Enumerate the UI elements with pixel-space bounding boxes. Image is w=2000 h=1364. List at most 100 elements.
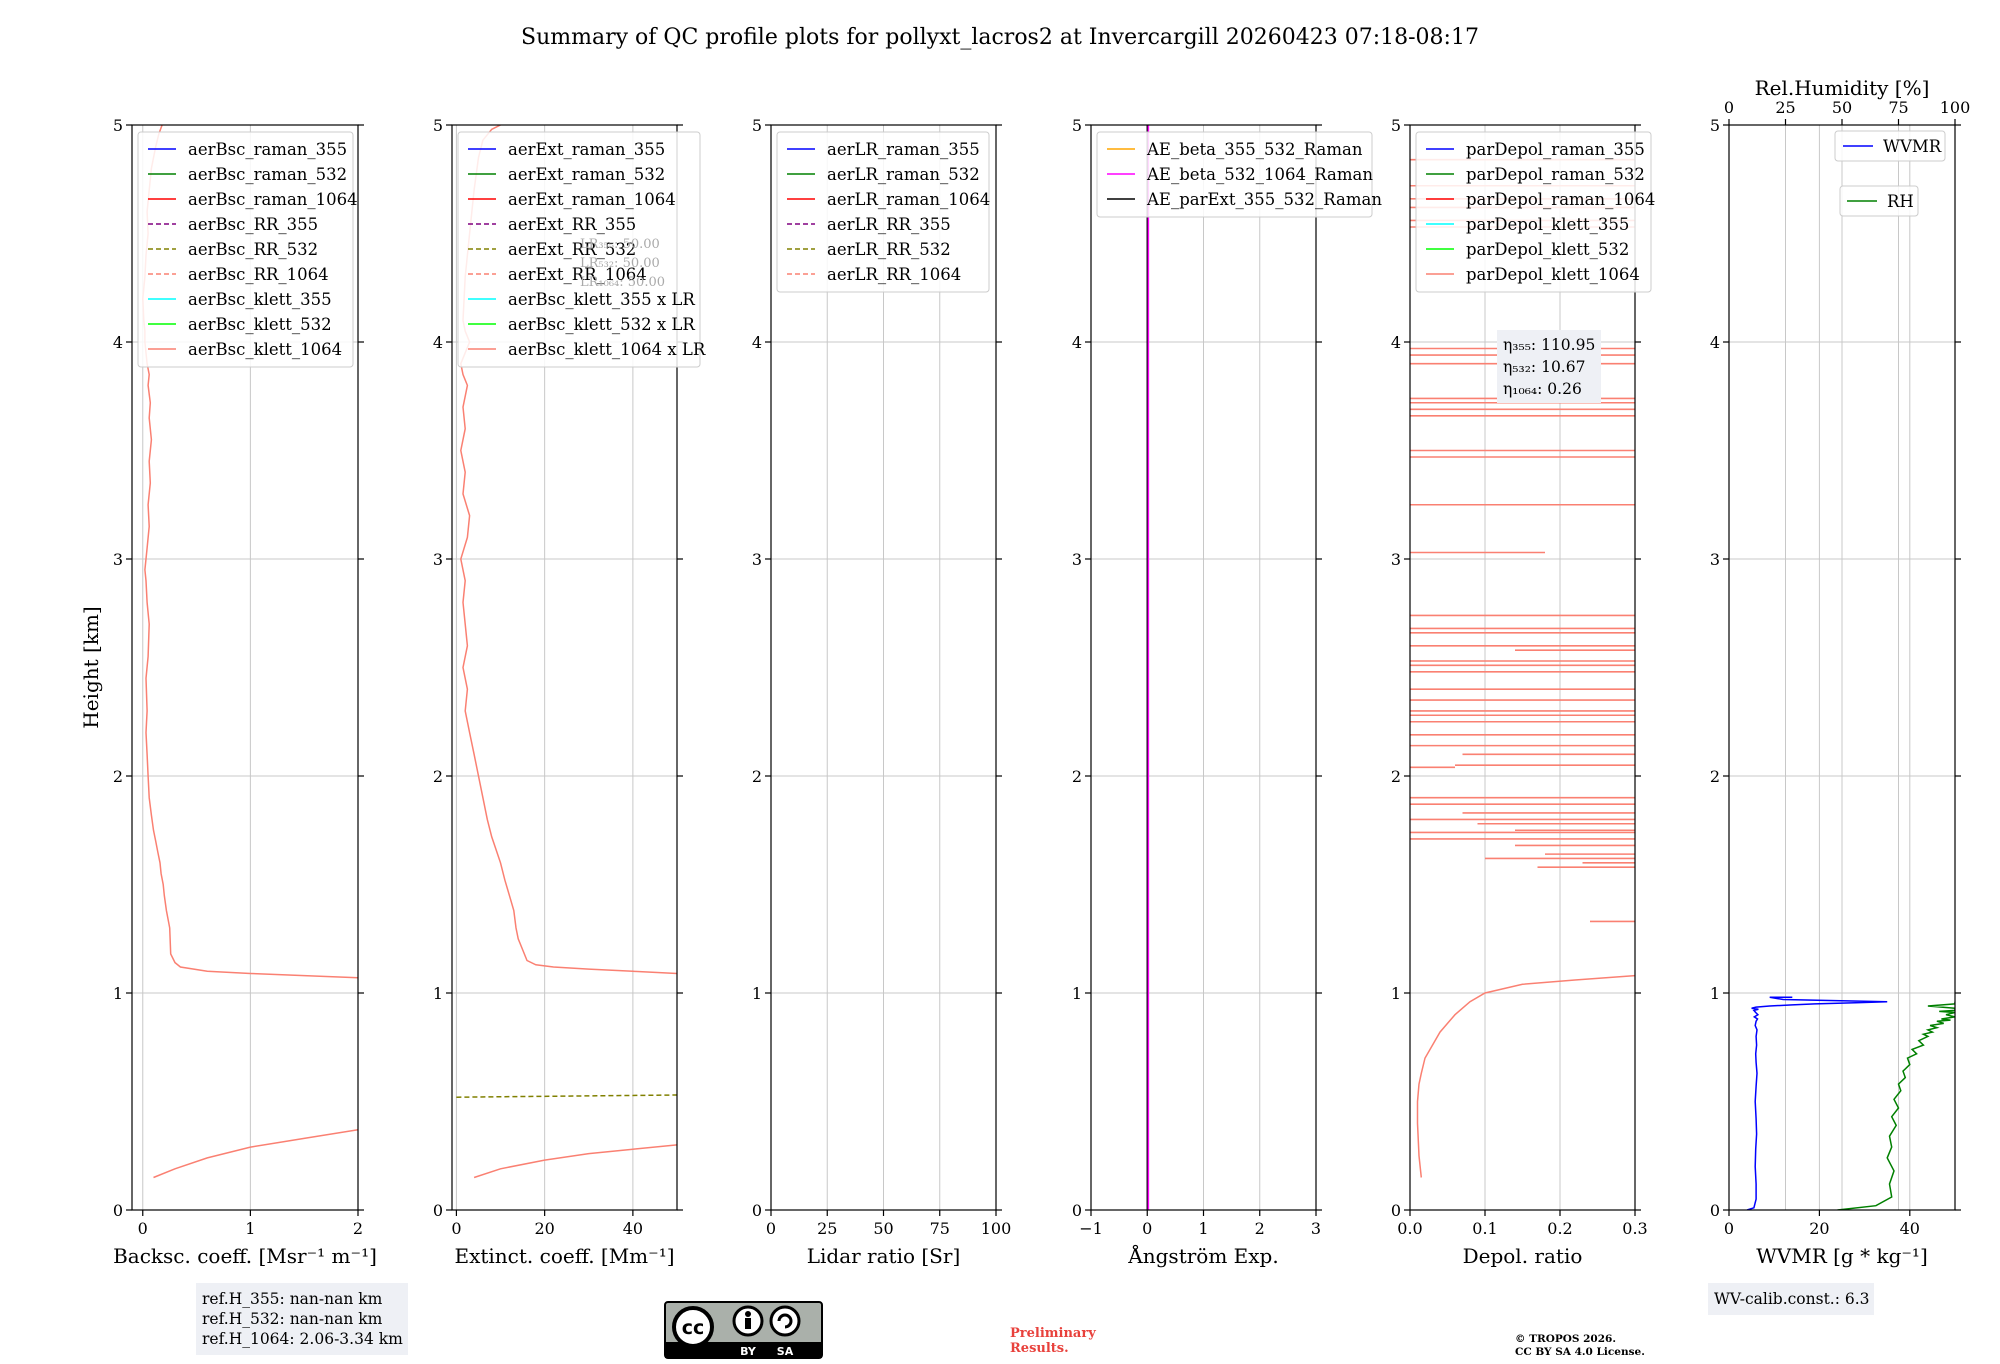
y-tick-label: 4 — [433, 333, 443, 352]
legend-entry: aerBsc_raman_355 — [188, 140, 347, 159]
grid-depol — [1410, 125, 1635, 1210]
legend-entry: aerBsc_klett_355 x LR — [508, 290, 695, 309]
legend-entry: AE_parExt_355_532_Raman — [1146, 190, 1382, 209]
series-group-ae — [1146, 125, 1150, 1210]
y-tick-label: 0 — [113, 1201, 123, 1220]
legend-entry: aerBsc_klett_1064 — [188, 340, 342, 359]
y-tick-label: 3 — [1710, 550, 1720, 569]
y-tick-label: 1 — [1710, 984, 1720, 1003]
info-line: WV-calib.const.: 6.3 — [1714, 1290, 1870, 1308]
y-tick-label: 4 — [1391, 333, 1401, 352]
legend-entry: aerExt_raman_355 — [508, 140, 665, 159]
y-tick-label: 0 — [1710, 1201, 1720, 1220]
legend-entry: aerBsc_RR_1064 — [188, 265, 329, 284]
x-tick-label: 0 — [451, 1219, 461, 1238]
series-group-wv — [1746, 996, 1955, 1210]
legend-entry: aerBsc_RR_532 — [188, 240, 318, 259]
x2-tick-label: 0 — [1724, 98, 1734, 117]
series-wvmr — [1746, 996, 1888, 1210]
cc-sa-label: SA — [777, 1345, 794, 1358]
eta-value: η₃₅₅: 110.95 — [1503, 336, 1595, 354]
x-tick-label: 75 — [930, 1219, 950, 1238]
x-tick-label: 20 — [1809, 1219, 1829, 1238]
y-tick-label: 5 — [752, 116, 762, 135]
info-line: ref.H_532: nan-nan km — [202, 1310, 383, 1328]
legend-depol: parDepol_raman_355 parDepol_raman_532 parD… — [1415, 131, 1655, 293]
x-axis-label: Depol. ratio — [1463, 1244, 1583, 1268]
legend-box — [137, 131, 354, 368]
y-tick-label: 1 — [1072, 984, 1082, 1003]
y-tick-label: 1 — [1391, 984, 1401, 1003]
y-tick-label: 3 — [433, 550, 443, 569]
grid-wv — [1729, 125, 1955, 1210]
eta-value: η₅₃₂: 10.67 — [1503, 358, 1585, 376]
legend-entry: AE_beta_355_532_Raman — [1146, 140, 1363, 159]
x-tick-label: 0.0 — [1397, 1219, 1422, 1238]
legend-lr: aerLR_raman_355 aerLR_raman_532 aerLR_rama… — [776, 131, 990, 293]
legend-entry: aerExt_raman_1064 — [508, 190, 676, 209]
legend-entry: aerBsc_klett_532 — [188, 315, 332, 334]
y-tick-label: 5 — [1391, 116, 1401, 135]
legend-box — [1415, 131, 1652, 293]
y-tick-label: 2 — [1072, 767, 1082, 786]
y-axis-label: Height [km] — [79, 606, 103, 728]
license-line-2: CC BY SA 4.0 License. — [1515, 1346, 1645, 1358]
x2-axis-label: Rel.Humidity [%] — [1755, 76, 1930, 100]
y-tick-label: 2 — [433, 767, 443, 786]
legend-entry: aerLR_raman_355 — [827, 140, 980, 159]
lr-annotation: LR₅₃₂: 50.00 — [580, 256, 660, 271]
y-tick-label: 5 — [433, 116, 443, 135]
y-tick-label: 0 — [1072, 1201, 1082, 1220]
info-line: ref.H_355: nan-nan km — [202, 1290, 383, 1308]
y-tick-label: 0 — [1391, 1201, 1401, 1220]
cc-icon-text: cc — [682, 1317, 705, 1339]
legend-entry: parDepol_klett_532 — [1466, 240, 1629, 259]
x-tick-label: 0.1 — [1472, 1219, 1497, 1238]
x-tick-label: 0.3 — [1622, 1219, 1647, 1238]
x-tick-label: 40 — [1900, 1219, 1920, 1238]
legend-entry: aerExt_RR_532 — [508, 240, 636, 259]
legend-entry: parDepol_raman_1064 — [1466, 190, 1655, 209]
x-tick-label: 2 — [353, 1219, 363, 1238]
legend-entry: aerBsc_RR_355 — [188, 215, 318, 234]
x-tick-label: 0 — [138, 1219, 148, 1238]
share-alike-icon — [769, 1305, 801, 1337]
x-tick-label: 20 — [534, 1219, 554, 1238]
y-tick-label: 4 — [1072, 333, 1082, 352]
preliminary-label-1: Preliminary — [1010, 1326, 1096, 1341]
x-axis-label: Lidar ratio [Sr] — [807, 1244, 961, 1268]
x-axis-label: Backsc. coeff. [Msr⁻¹ m⁻¹] — [113, 1244, 377, 1268]
x-tick-label: 1 — [245, 1219, 255, 1238]
legend-entry: aerLR_raman_1064 — [827, 190, 990, 209]
x-tick-label: 40 — [623, 1219, 643, 1238]
x-tick-label: 50 — [873, 1219, 893, 1238]
panel-wv: 0 20 40 0 1 2 3 4 5 WVMR [g * kg⁻¹] 0 25 50 75 100 Rel.… — [1708, 76, 1970, 1315]
y-tick-label: 0 — [752, 1201, 762, 1220]
legend-entry: parDepol_klett_355 — [1466, 215, 1629, 234]
x2-tick-label: 50 — [1832, 98, 1852, 117]
lr-annotation: LR₁₀₆₄: 50.00 — [580, 275, 665, 290]
eta-box — [1497, 330, 1601, 403]
legend-entry: AE_beta_532_1064_Raman — [1146, 165, 1373, 184]
preliminary-label-2: Results. — [1010, 1341, 1069, 1356]
x-tick-label: 100 — [981, 1219, 1012, 1238]
y-tick-label: 5 — [1710, 116, 1720, 135]
panel-lr: 0 25 50 75 100 0 1 2 3 4 5 Lidar ratio [Sr] aerLR_ra… — [752, 116, 1011, 1268]
x-tick-label: 0 — [1142, 1219, 1152, 1238]
legend-entry: aerExt_RR_355 — [508, 215, 636, 234]
x-axis-label: Extinct. coeff. [Mm⁻¹] — [454, 1244, 674, 1268]
panel-bsc: 0 1 2 0 1 2 3 4 5 Backsc. coeff. [Msr⁻¹ m⁻¹] Heigh… — [79, 116, 408, 1355]
series-pardepol-klett-1064 — [1416, 974, 1635, 1178]
cc-license-badge: cc BY SA — [664, 1301, 823, 1359]
legend-box — [1839, 185, 1919, 217]
x-tick-label: 3 — [1311, 1219, 1321, 1238]
legend-entry: aerExt_raman_532 — [508, 165, 665, 184]
x-tick-label: 25 — [817, 1219, 837, 1238]
legend-entry: aerExt_RR_1064 — [508, 265, 647, 284]
legend-ae: AE_beta_355_532_Raman AE_beta_532_1064_Ra… — [1096, 131, 1382, 218]
legend-entry: aerBsc_raman_532 — [188, 165, 347, 184]
legend-box — [457, 131, 701, 368]
y-tick-label: 4 — [1710, 333, 1720, 352]
axes-frame-ext — [451, 124, 678, 1211]
